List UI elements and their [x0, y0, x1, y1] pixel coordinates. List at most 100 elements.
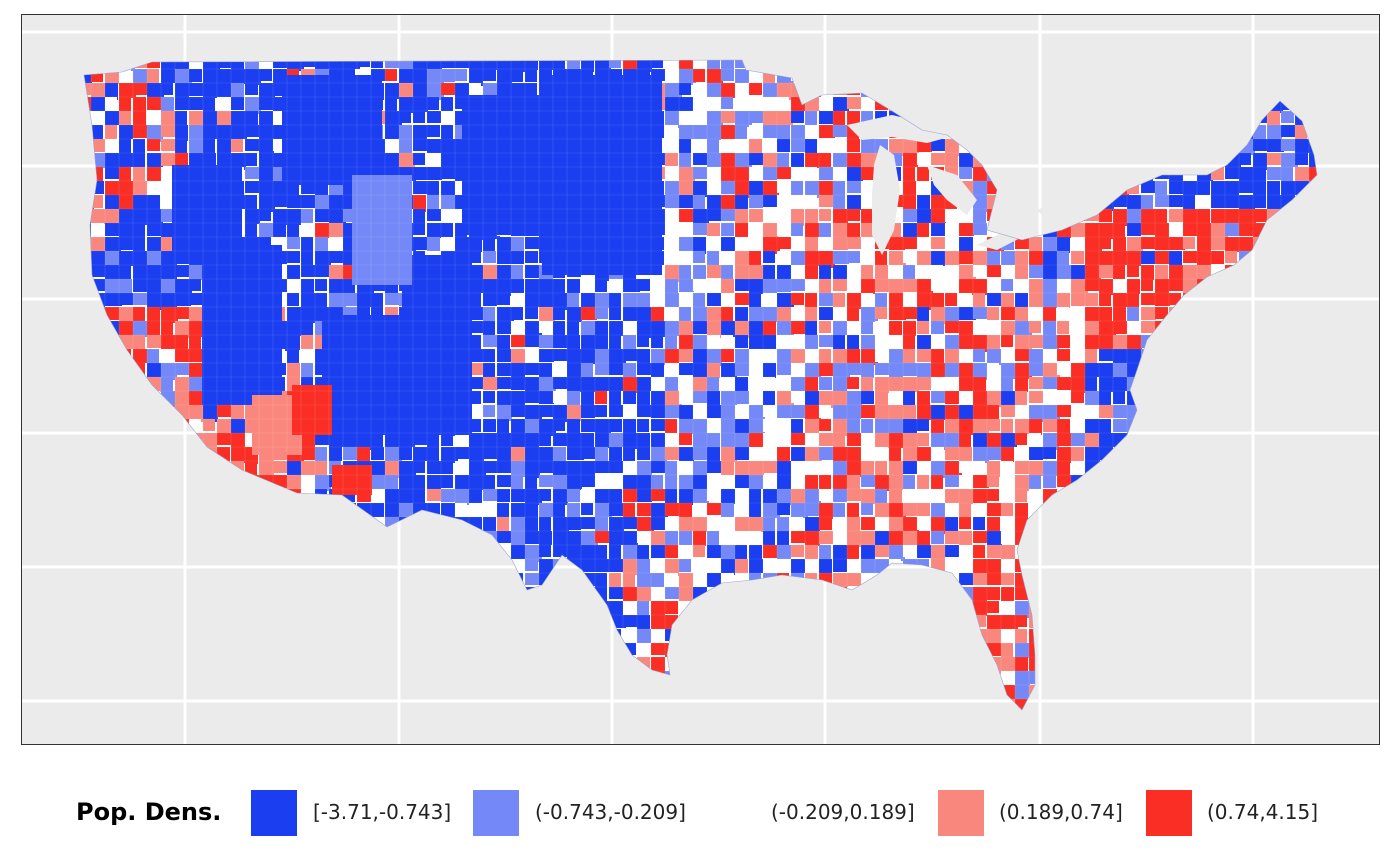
county-tile — [665, 349, 679, 364]
county-tile — [511, 489, 528, 502]
county-tile — [735, 559, 748, 576]
county-tile — [791, 405, 805, 418]
county-tile — [959, 279, 974, 295]
county-tile — [1057, 307, 1069, 322]
county-tile — [553, 335, 568, 348]
county-tile — [1001, 265, 1018, 282]
county-tile — [875, 293, 887, 307]
county-tile — [791, 503, 808, 518]
county-tile — [1253, 181, 1266, 198]
county-tile — [175, 125, 188, 141]
county-tile — [1043, 447, 1056, 459]
county-tile — [903, 517, 919, 531]
county-tile — [665, 377, 678, 394]
county-tile — [595, 503, 612, 517]
county-tile — [903, 489, 915, 502]
county-tile — [497, 447, 514, 464]
county-tile — [1071, 265, 1088, 280]
county-tile — [917, 307, 929, 322]
county-tile — [973, 433, 990, 448]
county-tile — [1057, 391, 1072, 406]
county-tile — [959, 363, 976, 378]
county-tile — [847, 279, 860, 293]
county-tile — [819, 377, 832, 390]
county-tile — [721, 377, 733, 394]
county-tile — [217, 97, 234, 113]
county-tile — [511, 391, 525, 405]
county-tile — [1001, 503, 1013, 516]
county-tile — [1169, 181, 1184, 194]
county-tile — [889, 517, 906, 533]
county-choropleth-map — [22, 15, 1379, 744]
county-tile — [161, 335, 177, 352]
county-tile — [777, 405, 791, 418]
county-tile — [987, 517, 1000, 531]
county-tile — [735, 293, 752, 305]
county-tile — [847, 153, 863, 169]
county-tile — [777, 97, 789, 112]
county-tile — [637, 363, 653, 375]
county-tile — [833, 265, 850, 281]
county-tile — [693, 181, 710, 197]
county-tile — [763, 461, 779, 473]
county-tile — [651, 643, 666, 655]
county-tile — [1029, 293, 1046, 310]
county-tile — [945, 209, 957, 222]
county-tile — [847, 321, 859, 336]
county-tile — [469, 307, 483, 320]
county-tile — [91, 83, 105, 100]
county-tile — [1043, 279, 1060, 294]
county-tile — [315, 237, 328, 252]
county-tile — [609, 349, 626, 363]
county-tile — [161, 321, 173, 335]
county-tile — [1015, 461, 1032, 474]
county-tile — [315, 251, 331, 265]
county-tile — [749, 545, 762, 560]
county-tile — [931, 195, 945, 211]
county-tile — [735, 391, 749, 404]
county-tile — [161, 377, 173, 394]
county-tile — [875, 377, 892, 393]
county-tile — [931, 279, 946, 291]
county-tile — [917, 321, 929, 334]
county-tile — [469, 237, 482, 252]
county-tile — [581, 531, 598, 548]
county-tile — [1029, 419, 1042, 435]
county-tile — [805, 209, 818, 226]
county-tile — [119, 195, 134, 212]
county-tile — [119, 139, 131, 153]
county-tile — [259, 139, 274, 155]
county-tile — [105, 195, 120, 212]
county-tile — [1015, 405, 1030, 419]
county-tile — [679, 209, 695, 222]
county-tile — [399, 447, 412, 460]
county-tile — [441, 139, 456, 155]
county-tile — [511, 405, 526, 417]
county-tile — [917, 349, 931, 362]
county-tile — [1057, 349, 1070, 361]
county-tile — [175, 279, 192, 295]
county-tile — [1029, 391, 1046, 403]
county-tile — [203, 433, 217, 449]
county-tile — [623, 461, 640, 473]
county-tile — [1001, 349, 1016, 363]
county-tile — [315, 265, 331, 277]
county-tile — [497, 531, 512, 543]
county-tile — [147, 195, 160, 210]
county-tile — [735, 405, 748, 420]
legend: Pop. Dens. [-3.71,-0.743] (-0.743,-0.209]… — [0, 790, 1400, 836]
county-tile — [511, 545, 525, 560]
county-tile — [511, 265, 523, 280]
county-tile — [119, 209, 133, 225]
county-tile — [525, 447, 539, 462]
county-tile — [119, 83, 136, 98]
county-tile — [623, 391, 636, 404]
county-tile — [1099, 335, 1113, 350]
county-tile — [1085, 391, 1102, 408]
county-tile — [483, 461, 498, 473]
county-tile — [172, 165, 242, 255]
county-tile — [1099, 293, 1111, 306]
county-tile — [329, 433, 343, 447]
county-tile — [693, 517, 709, 532]
county-tile — [665, 97, 682, 112]
